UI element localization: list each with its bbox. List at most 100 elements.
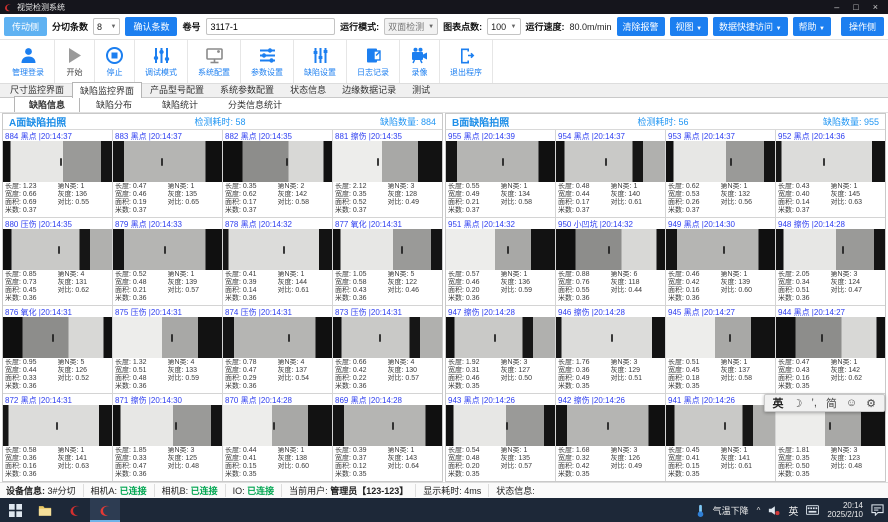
action-log-button[interactable]: 日志记录 [347, 40, 400, 83]
defect-cell[interactable]: 875 压伤 |20:14:31 长度: 1.32 宽度: 0.51 面积: 0.48… [113, 306, 222, 393]
ime-language-toggle[interactable]: 英 [772, 398, 784, 410]
defect-thumbnail[interactable] [223, 405, 332, 446]
defect-cell[interactable]: 942 擦伤 |20:14:26 长度: 1.68 宽度: 0.32 面积: 0.42… [556, 394, 665, 481]
defect-cell[interactable]: 948 擦伤 |20:14:28 长度: 2.05 宽度: 0.34 面积: 0.51… [776, 218, 885, 305]
defect-cell[interactable]: 878 黑点 |20:14:32 长度: 0.41 宽度: 0.39 面积: 0.14… [223, 218, 332, 305]
defect-thumbnail[interactable] [666, 141, 775, 182]
defect-thumbnail[interactable] [113, 405, 222, 446]
defect-thumbnail[interactable] [666, 229, 775, 270]
ime-simplified-toggle[interactable]: 简 [825, 398, 837, 410]
action-monitor-button[interactable]: 系统配置 [188, 40, 241, 83]
tray-expand-chevron-icon[interactable]: ^ [756, 505, 761, 515]
start-button[interactable] [0, 498, 30, 522]
ime-punctuation-toggle[interactable]: ’, [811, 397, 817, 409]
defect-thumbnail[interactable] [3, 317, 112, 358]
defect-cell[interactable]: 884 黑点 |20:14:37 长度: 1.23 宽度: 0.66 面积: 0.69… [3, 130, 112, 217]
defect-cell[interactable]: 953 黑点 |20:14:37 长度: 0.62 宽度: 0.53 面积: 0.26… [666, 130, 775, 217]
defect-cell[interactable]: 950 小凹坑 |20:14:32 长度: 0.88 宽度: 0.76 面积: 0.5… [556, 218, 665, 305]
roll-number-input[interactable] [205, 18, 336, 35]
defect-thumbnail[interactable] [333, 229, 442, 270]
defect-thumbnail[interactable] [113, 141, 222, 182]
view-menu-button[interactable]: 视图 ▼ [669, 17, 709, 36]
action-camera-button[interactable]: 录像 [400, 40, 440, 83]
defect-cell[interactable]: 883 黑点 |20:14:37 长度: 0.47 宽度: 0.46 面积: 0.19… [113, 130, 222, 217]
operate-side-button[interactable]: 操作侧 [841, 17, 885, 36]
defect-cell[interactable]: 951 黑点 |20:14:32 长度: 0.57 宽度: 0.46 面积: 0.20… [446, 218, 555, 305]
defect-thumbnail[interactable] [3, 405, 112, 446]
action-user-button[interactable]: 管理登录 [2, 40, 55, 83]
defect-cell[interactable]: 941 黑点 |20:14:26 长度: 0.45 宽度: 0.41 面积: 0.15… [666, 394, 775, 481]
touch-keyboard-icon[interactable] [806, 505, 820, 515]
defect-thumbnail[interactable] [446, 405, 555, 446]
sub-tab-3[interactable]: 分类信息统计 [228, 100, 283, 110]
taskbar-clock[interactable]: 20:14 2025/2/10 [827, 501, 863, 519]
run-mode-select[interactable]: 双面检测 ▼ [384, 18, 439, 35]
defect-thumbnail[interactable] [556, 317, 665, 358]
defect-cell[interactable]: 954 黑点 |20:14:37 长度: 0.48 宽度: 0.44 面积: 0.17… [556, 130, 665, 217]
defect-thumbnail[interactable] [333, 405, 442, 446]
defect-thumbnail[interactable] [223, 141, 332, 182]
defect-thumbnail[interactable] [666, 317, 775, 358]
defect-thumbnail[interactable] [446, 229, 555, 270]
action-sliders-vertical-button[interactable]: 调试模式 [135, 40, 188, 83]
input-language-indicator[interactable]: 英 [788, 506, 799, 518]
defect-cell[interactable]: 944 黑点 |20:14:27 长度: 0.47 宽度: 0.43 面积: 0.16… [776, 306, 885, 393]
defect-cell[interactable]: 870 黑点 |20:14:28 长度: 0.44 宽度: 0.41 面积: 0.15… [223, 394, 332, 481]
defect-cell[interactable]: 877 氧化 |20:14:31 长度: 1.05 宽度: 0.58 面积: 0.43… [333, 218, 442, 305]
defect-cell[interactable]: 880 压伤 |20:14:35 长度: 0.85 宽度: 0.73 面积: 0.45… [3, 218, 112, 305]
defect-cell[interactable]: 873 压伤 |20:14:31 长度: 0.66 宽度: 0.42 面积: 0.22… [333, 306, 442, 393]
main-tab-3[interactable]: 系统参数配置 [220, 85, 275, 95]
sub-tab-0[interactable]: 缺陷信息 [14, 96, 81, 112]
clear-alarm-button[interactable]: 清除报警 [616, 17, 665, 36]
defect-thumbnail[interactable] [113, 229, 222, 270]
defect-thumbnail[interactable] [666, 405, 775, 446]
quick-access-menu-button[interactable]: 数据快捷访问 ▼ [713, 17, 788, 36]
defect-cell[interactable]: 876 氧化 |20:14:31 长度: 0.95 宽度: 0.44 面积: 0.33… [3, 306, 112, 393]
ime-halfwidth-moon-icon[interactable]: ☽ [792, 397, 803, 410]
defect-cell[interactable]: 943 黑点 |20:14:26 长度: 0.54 宽度: 0.48 面积: 0.20… [446, 394, 555, 481]
defect-thumbnail[interactable] [446, 317, 555, 358]
sub-tab-2[interactable]: 缺陷统计 [162, 100, 199, 110]
defect-cell[interactable]: 955 黑点 |20:14:39 长度: 0.55 宽度: 0.49 面积: 0.21… [446, 130, 555, 217]
defect-cell[interactable]: 871 擦伤 |20:14:30 长度: 1.85 宽度: 0.33 面积: 0.47… [113, 394, 222, 481]
main-tab-2[interactable]: 产品型号配置 [150, 85, 205, 95]
defect-thumbnail[interactable] [333, 141, 442, 182]
defect-thumbnail[interactable] [556, 405, 665, 446]
close-button[interactable]: × [872, 2, 878, 12]
defect-cell[interactable]: 879 黑点 |20:14:33 长度: 0.52 宽度: 0.48 面积: 0.21… [113, 218, 222, 305]
volume-icon[interactable] [768, 505, 780, 516]
action-sliders-horizontal-button[interactable]: 参数设置 [241, 40, 294, 83]
ime-settings-gear-icon[interactable]: ⚙ [866, 397, 876, 410]
action-stop-button[interactable]: 停止 [95, 40, 135, 83]
main-tab-5[interactable]: 边缘数据记录 [342, 85, 397, 95]
defect-thumbnail[interactable] [776, 229, 885, 270]
defect-cell[interactable]: 874 压伤 |20:14:31 长度: 0.78 宽度: 0.47 面积: 0.29… [223, 306, 332, 393]
defect-thumbnail[interactable] [113, 317, 222, 358]
defect-thumbnail[interactable] [3, 229, 112, 270]
defect-thumbnail[interactable] [333, 317, 442, 358]
defect-thumbnail[interactable] [776, 141, 885, 182]
app-taskbar-icon[interactable] [60, 498, 90, 522]
maximize-button[interactable]: □ [853, 2, 859, 12]
defect-cell[interactable]: 952 黑点 |20:14:36 长度: 0.43 宽度: 0.40 面积: 0.14… [776, 130, 885, 217]
help-menu-button[interactable]: 帮助 ▼ [792, 17, 831, 36]
defect-cell[interactable]: 882 黑点 |20:14:35 长度: 0.35 宽度: 0.62 面积: 0.17… [223, 130, 332, 217]
chart-points-select[interactable]: 100 ▼ [487, 18, 521, 35]
defect-thumbnail[interactable] [556, 141, 665, 182]
confirm-count-button[interactable]: 确认条数 [125, 17, 178, 36]
slit-count-select[interactable]: 8 ▼ [93, 18, 121, 35]
action-equalizer-button[interactable]: 缺陷设置 [294, 40, 347, 83]
defect-cell[interactable]: 947 擦伤 |20:14:28 长度: 1.92 宽度: 0.31 面积: 0.46… [446, 306, 555, 393]
main-tab-4[interactable]: 状态信息 [290, 85, 327, 95]
action-exit-button[interactable]: 退出程序 [440, 40, 493, 83]
defect-cell[interactable]: 881 擦伤 |20:14:35 长度: 2.12 宽度: 0.35 面积: 0.52… [333, 130, 442, 217]
drive-side-button[interactable]: 传动侧 [4, 17, 48, 36]
defect-thumbnail[interactable] [223, 229, 332, 270]
weather-status-text[interactable]: 气温下降 [712, 505, 749, 516]
defect-cell[interactable]: 946 擦伤 |20:14:28 长度: 1.76 宽度: 0.36 面积: 0.49… [556, 306, 665, 393]
main-tab-1[interactable]: 缺陷监控界面 [72, 82, 143, 98]
action-center-icon[interactable] [871, 504, 884, 516]
defect-cell[interactable]: 872 黑点 |20:14:31 长度: 0.58 宽度: 0.36 面积: 0.16… [3, 394, 112, 481]
file-explorer-taskbar-icon[interactable] [30, 498, 60, 522]
defect-thumbnail[interactable] [446, 141, 555, 182]
